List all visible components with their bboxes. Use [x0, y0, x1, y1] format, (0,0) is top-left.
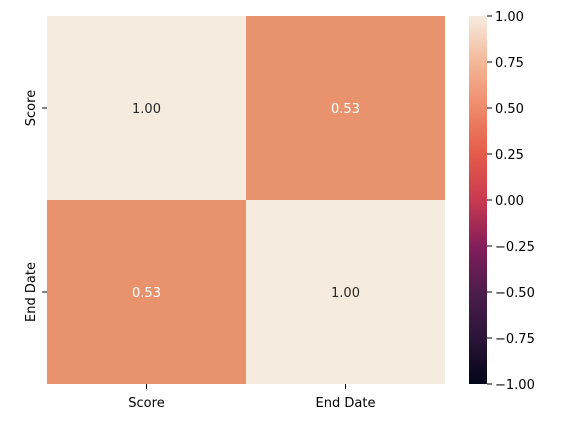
cell-value-label: 0.53 — [132, 286, 161, 301]
row-tick-label: End Date — [24, 262, 39, 322]
colorbar: 1.00 0.75 0.50 0.25 0.00 −0.25 −0.50 −0.75 −1.00 — [469, 10, 535, 393]
heatmap-cell — [246, 16, 445, 200]
column-tick-label: End Date — [316, 396, 376, 411]
colorbar-tick-label: −0.75 — [495, 332, 535, 347]
cell-value-label: 1.00 — [331, 286, 360, 301]
column-tick-label: Score — [128, 396, 164, 411]
colorbar-tick-label: −0.50 — [495, 286, 535, 301]
row-axis: Score End Date — [24, 90, 47, 322]
column-axis: Score End Date — [128, 384, 375, 411]
colorbar-tick-label: 1.00 — [495, 10, 524, 25]
colorbar-tick-label: −1.00 — [495, 378, 535, 393]
colorbar-tick-label: 0.00 — [495, 194, 524, 209]
heatmap-cell — [246, 200, 445, 384]
colorbar-tick-label: −0.25 — [495, 240, 535, 255]
heatmap-cell — [47, 200, 246, 384]
colorbar-tick-label: 0.25 — [495, 148, 524, 163]
heatmap-cell — [47, 16, 246, 200]
cell-value-label: 0.53 — [331, 102, 360, 117]
cell-value-label: 1.00 — [132, 102, 161, 117]
row-tick-label: Score — [24, 90, 39, 126]
colorbar-tick-label: 0.75 — [495, 56, 524, 71]
colorbar-gradient — [469, 16, 487, 384]
colorbar-tick-label: 0.50 — [495, 102, 524, 117]
heatmap-cells: 1.00 0.53 0.53 1.00 — [47, 16, 445, 384]
